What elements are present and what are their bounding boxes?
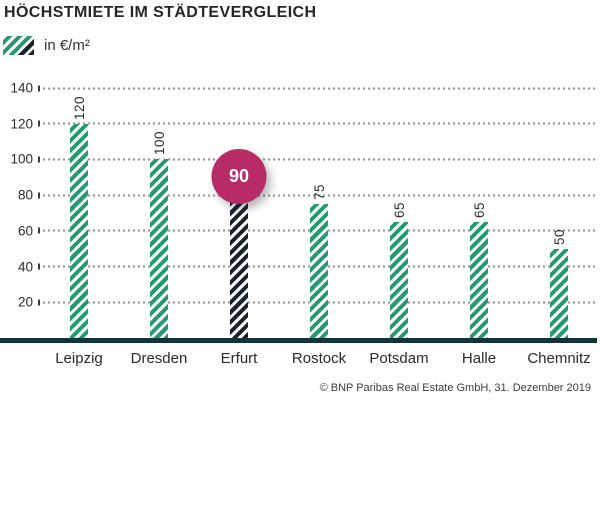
- y-tick-label: 100: [10, 151, 33, 167]
- bar-value-label: 120: [71, 95, 87, 120]
- bar-column-leipzig: 120: [39, 88, 119, 338]
- legend-swatch-dark-corner: [14, 37, 34, 55]
- y-tick-mark: [38, 120, 40, 127]
- gridline-row: 140: [0, 81, 600, 96]
- y-tick-mark: [38, 156, 40, 163]
- y-tick-label: 80: [17, 187, 33, 203]
- y-tick-label: 60: [17, 223, 33, 239]
- x-axis-label-halle: Halle: [461, 350, 497, 367]
- bar-column-potsdam: 65: [359, 88, 439, 338]
- y-tick-mark: [38, 192, 40, 199]
- x-axis-label-potsdam: Potsdam: [369, 350, 429, 367]
- plot-area: 20 40 60 80 100 120 140 120 100 90 75 65 65 50: [0, 81, 600, 338]
- gridline-row: 80: [0, 188, 600, 203]
- page-title: HÖCHSTMIETE IM STÄDTEVERGLEICH: [4, 4, 317, 21]
- x-axis-label-dresden: Dresden: [130, 350, 188, 367]
- dotted-gridline: [43, 158, 596, 161]
- bar-column-halle: 65: [439, 88, 519, 338]
- bar-rostock: [310, 204, 328, 338]
- y-tick-label: 140: [10, 80, 33, 96]
- bar-dresden: [150, 159, 168, 338]
- y-tick-mark: [38, 263, 40, 270]
- bar-erfurt: [230, 177, 248, 338]
- highlight-badge: 90: [211, 149, 267, 204]
- x-axis-label-leipzig: Leipzig: [55, 350, 103, 367]
- y-tick-mark: [38, 227, 40, 234]
- bars-layer: 120 100 90 75 65 65 50: [39, 88, 599, 338]
- x-axis-labels-row: Leipzig Dresden Erfurt Rostock Potsdam Halle C…: [39, 350, 599, 367]
- dotted-gridline: [43, 87, 596, 89]
- legend: in €/m²: [3, 36, 90, 55]
- bar-leipzig: [70, 124, 88, 338]
- bar-value-label: 75: [311, 183, 327, 200]
- bar-column-chemnitz: 50: [519, 88, 599, 338]
- y-tick-label: 20: [17, 294, 33, 310]
- legend-striped-swatch: [3, 36, 34, 55]
- bar-column-dresden: 100: [119, 88, 199, 338]
- bar-halle: [470, 222, 488, 338]
- bar-column-erfurt: 90: [199, 88, 279, 338]
- y-tick-mark: [38, 85, 40, 91]
- x-axis-label-rostock: Rostock: [291, 350, 347, 367]
- x-axis-baseline: [0, 338, 597, 343]
- x-axis-label-chemnitz: Chemnitz: [527, 350, 591, 367]
- y-tick-mark: [38, 299, 40, 306]
- bar-column-rostock: 75: [279, 88, 359, 338]
- source-credit: © BNP Paribas Real Estate GmbH, 31. Deze…: [319, 382, 591, 394]
- y-tick-label: 120: [10, 116, 33, 132]
- gridline-row: 100: [0, 152, 600, 167]
- bar-chemnitz: [550, 249, 568, 338]
- legend-unit-label: in €/m²: [44, 37, 90, 54]
- x-axis-label-erfurt: Erfurt: [220, 350, 258, 367]
- dotted-gridline: [43, 194, 596, 197]
- bar-potsdam: [390, 222, 408, 338]
- bar-value-label: 65: [471, 201, 487, 218]
- gridline-row: 120: [0, 116, 600, 131]
- bar-value-label: 100: [151, 130, 167, 155]
- dotted-gridline: [43, 122, 596, 125]
- bar-value-label: 50: [551, 228, 567, 245]
- bar-value-label: 65: [391, 201, 407, 218]
- y-tick-label: 40: [17, 259, 33, 275]
